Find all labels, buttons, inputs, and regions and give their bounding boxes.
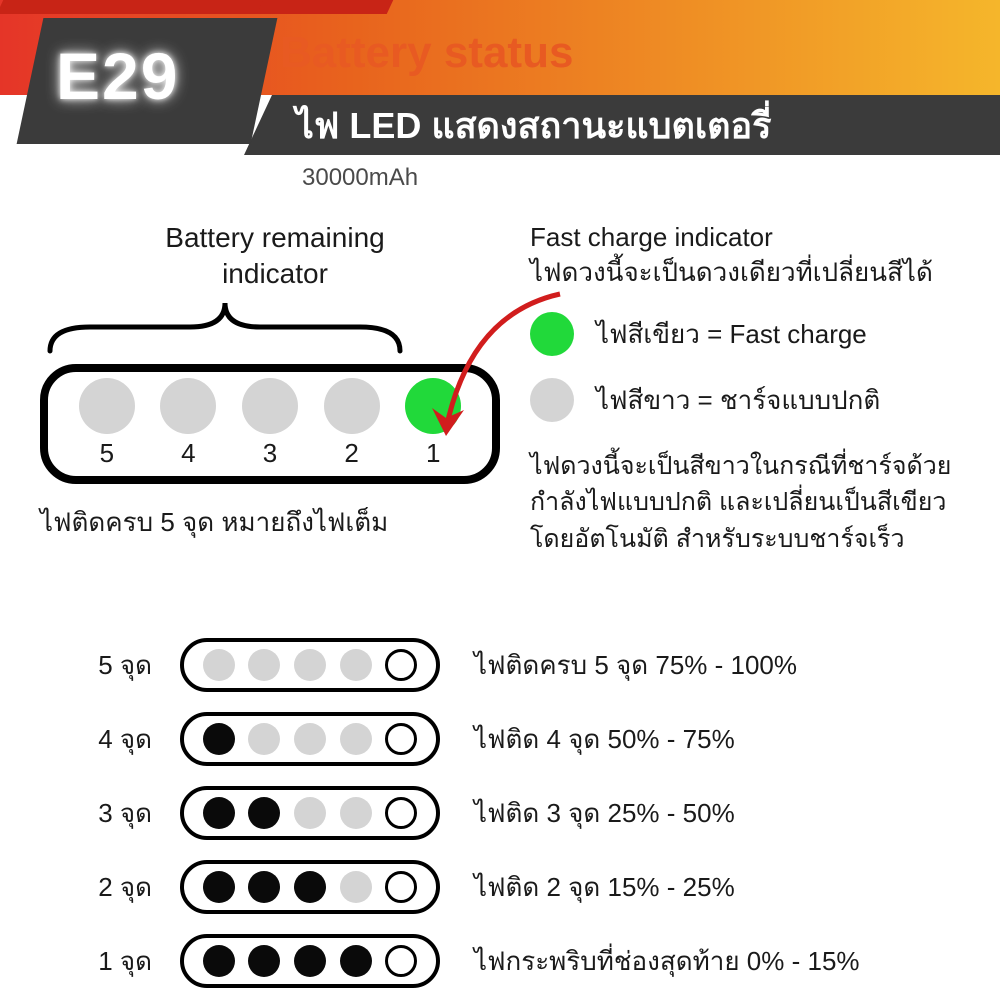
mini-led-dark xyxy=(248,797,280,829)
mini-led-dark xyxy=(340,945,372,977)
led-number: 2 xyxy=(344,438,358,469)
led-slot: 1 xyxy=(405,378,461,469)
mini-led-strip xyxy=(180,860,440,914)
led-on-green xyxy=(405,378,461,434)
mini-led-off xyxy=(203,649,235,681)
mini-led-outline xyxy=(385,871,417,903)
mini-led-off xyxy=(340,649,372,681)
battery-level-table: 5 จุดไฟติดครบ 5 จุด 75% - 100%4 จุดไฟติด… xyxy=(60,638,960,1008)
table-row: 3 จุด ไฟติด 3 จุด 25% - 50% xyxy=(60,786,960,840)
full-note: ไฟติดครบ 5 จุด หมายถึงไฟเต็ม xyxy=(40,502,510,543)
table-row: 5 จุด ไฟติดครบ 5 จุด 75% - 100% xyxy=(60,638,960,692)
mini-led-off xyxy=(248,649,280,681)
led-number: 4 xyxy=(181,438,195,469)
legend-dot xyxy=(530,378,574,422)
capacity-label: 30000mAh xyxy=(302,164,418,192)
row-label: 3 จุด xyxy=(60,793,180,834)
subtitle-bar: ไฟ LED แสดงสถานะแบตเตอรี่ xyxy=(244,95,1000,155)
model-badge-text: E29 xyxy=(56,38,179,114)
mini-led-off xyxy=(340,871,372,903)
legend-text: ไฟสีเขียว = Fast charge xyxy=(596,314,867,355)
led-off xyxy=(242,378,298,434)
brace-icon xyxy=(40,297,410,361)
led-off xyxy=(160,378,216,434)
led-off xyxy=(324,378,380,434)
mini-led-outline xyxy=(385,649,417,681)
accent-bar-2 xyxy=(0,0,263,14)
fast-title-line2: ไฟดวงนี้จะเป็นดวงเดียวที่เปลี่ยนสีได้ xyxy=(530,257,933,287)
row-description: ไฟติดครบ 5 จุด 75% - 100% xyxy=(474,645,797,686)
mini-led-dark xyxy=(203,945,235,977)
legend-dot xyxy=(530,312,574,356)
fast-charge-title: Fast charge indicator ไฟดวงนี้จะเป็นดวงเ… xyxy=(530,220,970,290)
mini-led-dark xyxy=(294,871,326,903)
header: Battery status ไฟ LED แสดงสถานะแบตเตอรี่… xyxy=(0,0,1000,200)
mini-led-outline xyxy=(385,945,417,977)
led-slot: 3 xyxy=(242,378,298,469)
remaining-label-line2: indicator xyxy=(222,258,328,289)
fast-title-line1: Fast charge indicator xyxy=(530,222,773,252)
fast-charge-description: ไฟดวงนี้จะเป็นสีขาวในกรณีที่ชาร์จด้วยกำล… xyxy=(530,448,970,557)
row-description: ไฟกระพริบที่ช่องสุดท้าย 0% - 15% xyxy=(474,941,860,982)
led-slot: 5 xyxy=(79,378,135,469)
mini-led-off xyxy=(294,797,326,829)
led-slot: 4 xyxy=(160,378,216,469)
table-row: 1 จุด ไฟกระพริบที่ช่องสุดท้าย 0% - 15% xyxy=(60,934,960,988)
mini-led-dark xyxy=(248,871,280,903)
subtitle-text: ไฟ LED แสดงสถานะแบตเตอรี่ xyxy=(296,97,772,154)
led-number: 5 xyxy=(100,438,114,469)
remaining-indicator-block: Battery remaining indicator 5 4 3 2 1 ไฟติดค… xyxy=(40,220,510,543)
mini-led-strip xyxy=(180,712,440,766)
led-number: 3 xyxy=(263,438,277,469)
row-description: ไฟติด 2 จุด 15% - 25% xyxy=(474,867,735,908)
legend-text: ไฟสีขาว = ชาร์จแบบปกติ xyxy=(596,380,880,421)
mini-led-dark xyxy=(248,945,280,977)
led-number: 1 xyxy=(426,438,440,469)
table-row: 4 จุด ไฟติด 4 จุด 50% - 75% xyxy=(60,712,960,766)
remaining-label-line1: Battery remaining xyxy=(165,222,384,253)
mini-led-off xyxy=(340,797,372,829)
mini-led-dark xyxy=(203,723,235,755)
row-label: 2 จุด xyxy=(60,867,180,908)
mini-led-dark xyxy=(203,871,235,903)
mini-led-dark xyxy=(294,945,326,977)
row-label: 5 จุด xyxy=(60,645,180,686)
mini-led-strip xyxy=(180,934,440,988)
led-off xyxy=(79,378,135,434)
mini-led-outline xyxy=(385,723,417,755)
row-label: 4 จุด xyxy=(60,719,180,760)
row-description: ไฟติด 4 จุด 50% - 75% xyxy=(474,719,735,760)
legend-row: ไฟสีเขียว = Fast charge xyxy=(530,312,970,356)
row-label: 1 จุด xyxy=(60,941,180,982)
mini-led-dark xyxy=(203,797,235,829)
mini-led-strip xyxy=(180,786,440,840)
fast-charge-block: Fast charge indicator ไฟดวงนี้จะเป็นดวงเ… xyxy=(530,220,970,557)
mini-led-off xyxy=(340,723,372,755)
led-slot: 2 xyxy=(324,378,380,469)
legend-row: ไฟสีขาว = ชาร์จแบบปกติ xyxy=(530,378,970,422)
mini-led-off xyxy=(294,723,326,755)
page-title: Battery status xyxy=(280,28,573,78)
mini-led-off xyxy=(248,723,280,755)
led-strip: 5 4 3 2 1 xyxy=(40,364,500,484)
mini-led-strip xyxy=(180,638,440,692)
table-row: 2 จุด ไฟติด 2 จุด 15% - 25% xyxy=(60,860,960,914)
row-description: ไฟติด 3 จุด 25% - 50% xyxy=(474,793,735,834)
mini-led-off xyxy=(294,649,326,681)
mini-led-outline xyxy=(385,797,417,829)
remaining-label: Battery remaining indicator xyxy=(40,220,510,293)
